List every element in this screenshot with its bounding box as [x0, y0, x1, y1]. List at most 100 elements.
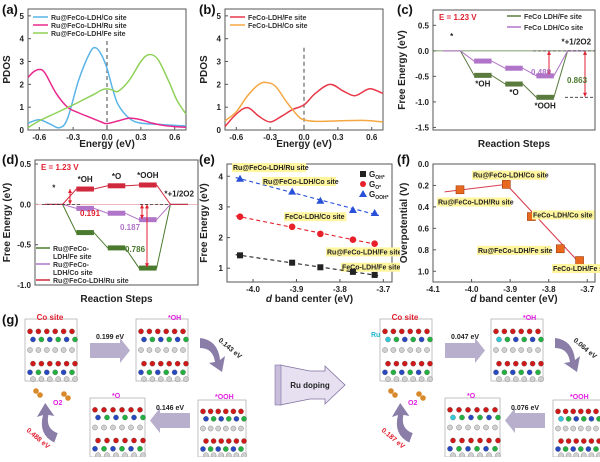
y-tick-label: -0.5 [17, 241, 31, 250]
panel-f: (f) -4.1 -4.0 -3.9 -3.8 -3.7 0.0 0.2 0.4 0.6 0.8 1… [395, 150, 600, 305]
atom [52, 347, 58, 353]
series-line-feco-ldh-co-site [224, 81, 384, 123]
atom [137, 445, 143, 452]
data-point-square [555, 244, 565, 254]
y-tick-label: 0.0 [418, 47, 430, 56]
atom [72, 360, 78, 367]
atom [585, 446, 592, 452]
atom [200, 446, 206, 452]
atom [241, 438, 247, 444]
slab-bare [379, 318, 433, 382]
atom [427, 376, 433, 382]
y-tick-label: 1.0 [418, 267, 430, 276]
atom [390, 369, 397, 376]
x-axis-label: Reaction Steps [80, 294, 153, 305]
y-tick-label: -1.0 [415, 98, 429, 107]
atom [573, 416, 579, 422]
atom [171, 328, 178, 335]
atom [110, 445, 116, 452]
atom [55, 336, 61, 343]
data-point-circle [349, 236, 357, 244]
atom [447, 424, 453, 431]
atom [104, 414, 110, 421]
atom [95, 452, 101, 458]
atom [529, 336, 536, 343]
point-label-highlight [472, 170, 547, 180]
step-label: *OH [475, 79, 490, 88]
data-point-square [455, 185, 465, 195]
atom [60, 369, 67, 376]
atom [424, 347, 430, 353]
atom [210, 438, 217, 444]
atom [180, 369, 186, 376]
panel-a-label: (a) [2, 2, 18, 17]
data-point-triangle [236, 174, 245, 182]
atom [474, 424, 480, 431]
chart-d: -1.0 -0.5 0.0 0.5 Reaction Steps Free Energy … [2, 159, 199, 305]
atom [465, 445, 471, 452]
atom [459, 452, 465, 458]
step-label: *+1/2O2 [164, 189, 194, 198]
atom [496, 336, 502, 343]
y-axis-label: Overpotential (V) [399, 183, 410, 264]
atom [140, 452, 146, 458]
atom [493, 347, 499, 353]
x-tick-label: 0.6 [169, 133, 181, 142]
y-tick-label: 2 [217, 80, 222, 89]
state-label: *OH [168, 315, 181, 322]
atom [166, 360, 172, 367]
step-arrow-3 [505, 408, 545, 433]
atom [180, 328, 186, 335]
atom [110, 407, 116, 413]
atom [218, 416, 224, 422]
atom [30, 360, 36, 367]
legend-label: LDH/Fe site [53, 254, 92, 261]
atom [521, 376, 527, 382]
atom [562, 446, 569, 452]
point-label: FeCo-LDH/Co site [285, 214, 345, 221]
atom [69, 347, 75, 353]
o2-label: O2 [53, 400, 62, 407]
y-tick-label: 0.2 [418, 181, 430, 190]
point-label-highlight [437, 197, 512, 207]
atom [407, 347, 413, 353]
atom [513, 336, 519, 343]
atom [518, 369, 524, 376]
series-line-ru-feco-ldh-fe-site [27, 53, 187, 129]
point-label: Ru@FeCo-LDH/Ru site [438, 200, 514, 207]
atom [35, 347, 42, 353]
atom [593, 446, 599, 452]
atom [526, 328, 533, 335]
atom [385, 360, 391, 367]
atom [465, 424, 471, 431]
atom [55, 360, 61, 367]
atom [468, 437, 474, 444]
legend-label: GOOH* [369, 190, 389, 201]
step-label: * [450, 32, 454, 41]
atom [183, 376, 189, 382]
legend-marker [360, 181, 366, 187]
atom [210, 452, 217, 459]
step-arrow-2 [555, 338, 580, 372]
atom [200, 408, 206, 415]
arrow-head [583, 92, 587, 97]
atom [459, 414, 465, 421]
atom [92, 445, 98, 452]
legend-label: FeCo LDH/Fe site [524, 14, 582, 21]
atom [385, 376, 391, 382]
atom [101, 445, 107, 452]
atom [101, 424, 107, 431]
legend-label: Ru@FeCo-LDH/Fe site [51, 31, 126, 38]
atom [418, 376, 425, 382]
y-tick-label: 4 [217, 35, 222, 44]
atom [158, 336, 164, 343]
o2-atom [416, 391, 422, 397]
series-line-ru-feco-ldh-co-site [27, 46, 187, 129]
arrow-head [140, 204, 144, 209]
y-tick-label: 1 [20, 103, 25, 112]
atom [493, 369, 499, 376]
atom [131, 414, 137, 421]
atom [570, 425, 576, 432]
panel-c-label: (c) [397, 2, 413, 17]
atom [47, 336, 53, 343]
